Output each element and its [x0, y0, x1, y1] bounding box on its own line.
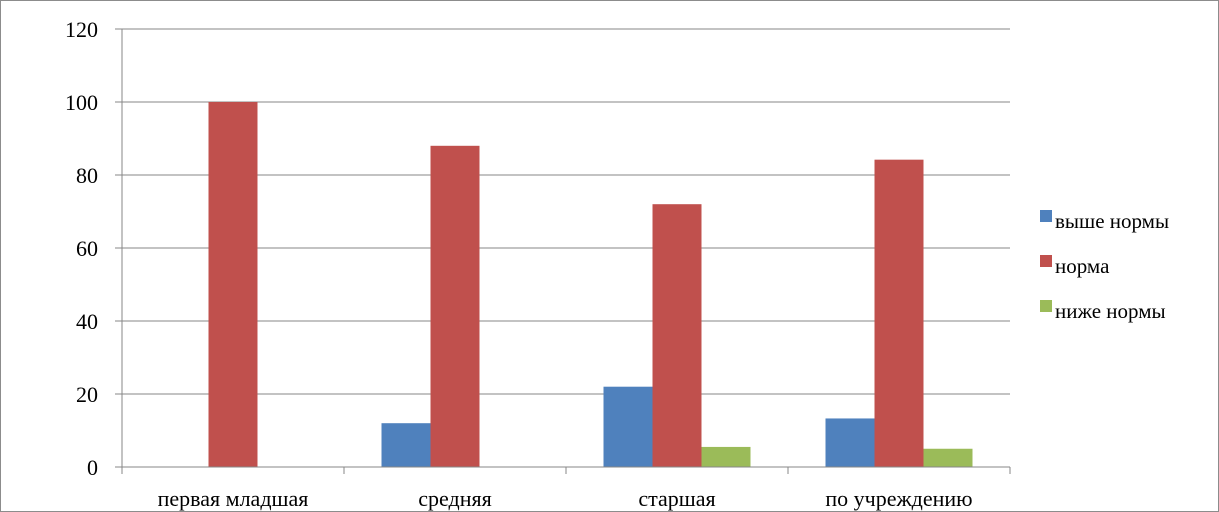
x-tick-label: по учреждению: [825, 486, 972, 511]
legend-label: выше нормы: [1055, 209, 1169, 233]
x-tick-label: старшая: [638, 486, 715, 511]
legend: выше нормы норма ниже нормы: [1040, 209, 1169, 323]
y-tick-label: 120: [65, 17, 98, 42]
x-tick-labels: первая младшая средняя старшая по учреждени…: [158, 486, 973, 511]
bar: [701, 446, 751, 467]
legend-label: норма: [1055, 254, 1110, 278]
bar: [603, 386, 653, 467]
y-tick-labels: 0 20 40 60 80 100 120: [65, 17, 98, 480]
y-tick-label: 80: [76, 163, 98, 188]
bar: [825, 418, 875, 467]
legend-swatch: [1040, 210, 1052, 222]
y-tick-label: 0: [87, 455, 98, 480]
legend-swatch: [1040, 300, 1052, 312]
y-tick-label: 40: [76, 309, 98, 334]
y-tick-label: 60: [76, 236, 98, 261]
bar: [381, 423, 431, 467]
legend-label: ниже нормы: [1055, 299, 1166, 323]
bar: [430, 145, 480, 468]
x-tick-label: первая младшая: [158, 486, 309, 511]
bar: [874, 159, 924, 468]
axes: [115, 28, 1011, 474]
bar: [652, 204, 702, 467]
legend-swatch: [1040, 255, 1052, 267]
bars: [208, 102, 973, 468]
bar: [923, 448, 973, 467]
bar: [208, 102, 258, 467]
y-tick-label: 100: [65, 90, 98, 115]
x-tick-label: средняя: [418, 486, 491, 511]
y-tick-label: 20: [76, 382, 98, 407]
gridlines: [122, 28, 1010, 395]
